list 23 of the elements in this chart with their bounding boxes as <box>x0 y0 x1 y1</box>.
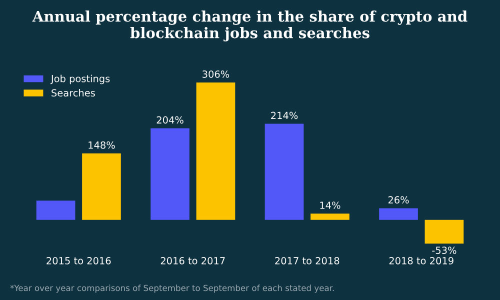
bar <box>36 200 76 220</box>
bar <box>264 124 304 220</box>
bar <box>424 220 464 244</box>
data-label: -53% <box>432 246 456 254</box>
data-label: 214% <box>271 112 298 120</box>
data-label: 26% <box>388 196 409 204</box>
bar <box>310 214 350 220</box>
legend-label: Job postings <box>50 74 110 84</box>
data-label: 204% <box>156 116 184 124</box>
x-tick-label: 2017 to 2018 <box>275 257 340 264</box>
legend-label: Searches <box>52 89 95 97</box>
bar <box>82 153 121 220</box>
x-tick-label: 2015 to 2016 <box>46 257 111 264</box>
x-tick-label: 2016 to 2017 <box>160 257 225 264</box>
x-tick-label: 2018 to 2019 <box>389 257 454 264</box>
data-label: 306% <box>202 70 230 78</box>
data-label: 14% <box>320 202 340 209</box>
bar <box>150 128 190 220</box>
bar <box>379 208 418 220</box>
chart-title: Annual percentage change in the share of crypto and blockchain jobs and searches <box>32 10 468 42</box>
text: *Year over year comparisons of September to September of each stated year. <box>10 284 334 293</box>
data-label: 148% <box>88 141 115 149</box>
bar <box>196 82 236 220</box>
